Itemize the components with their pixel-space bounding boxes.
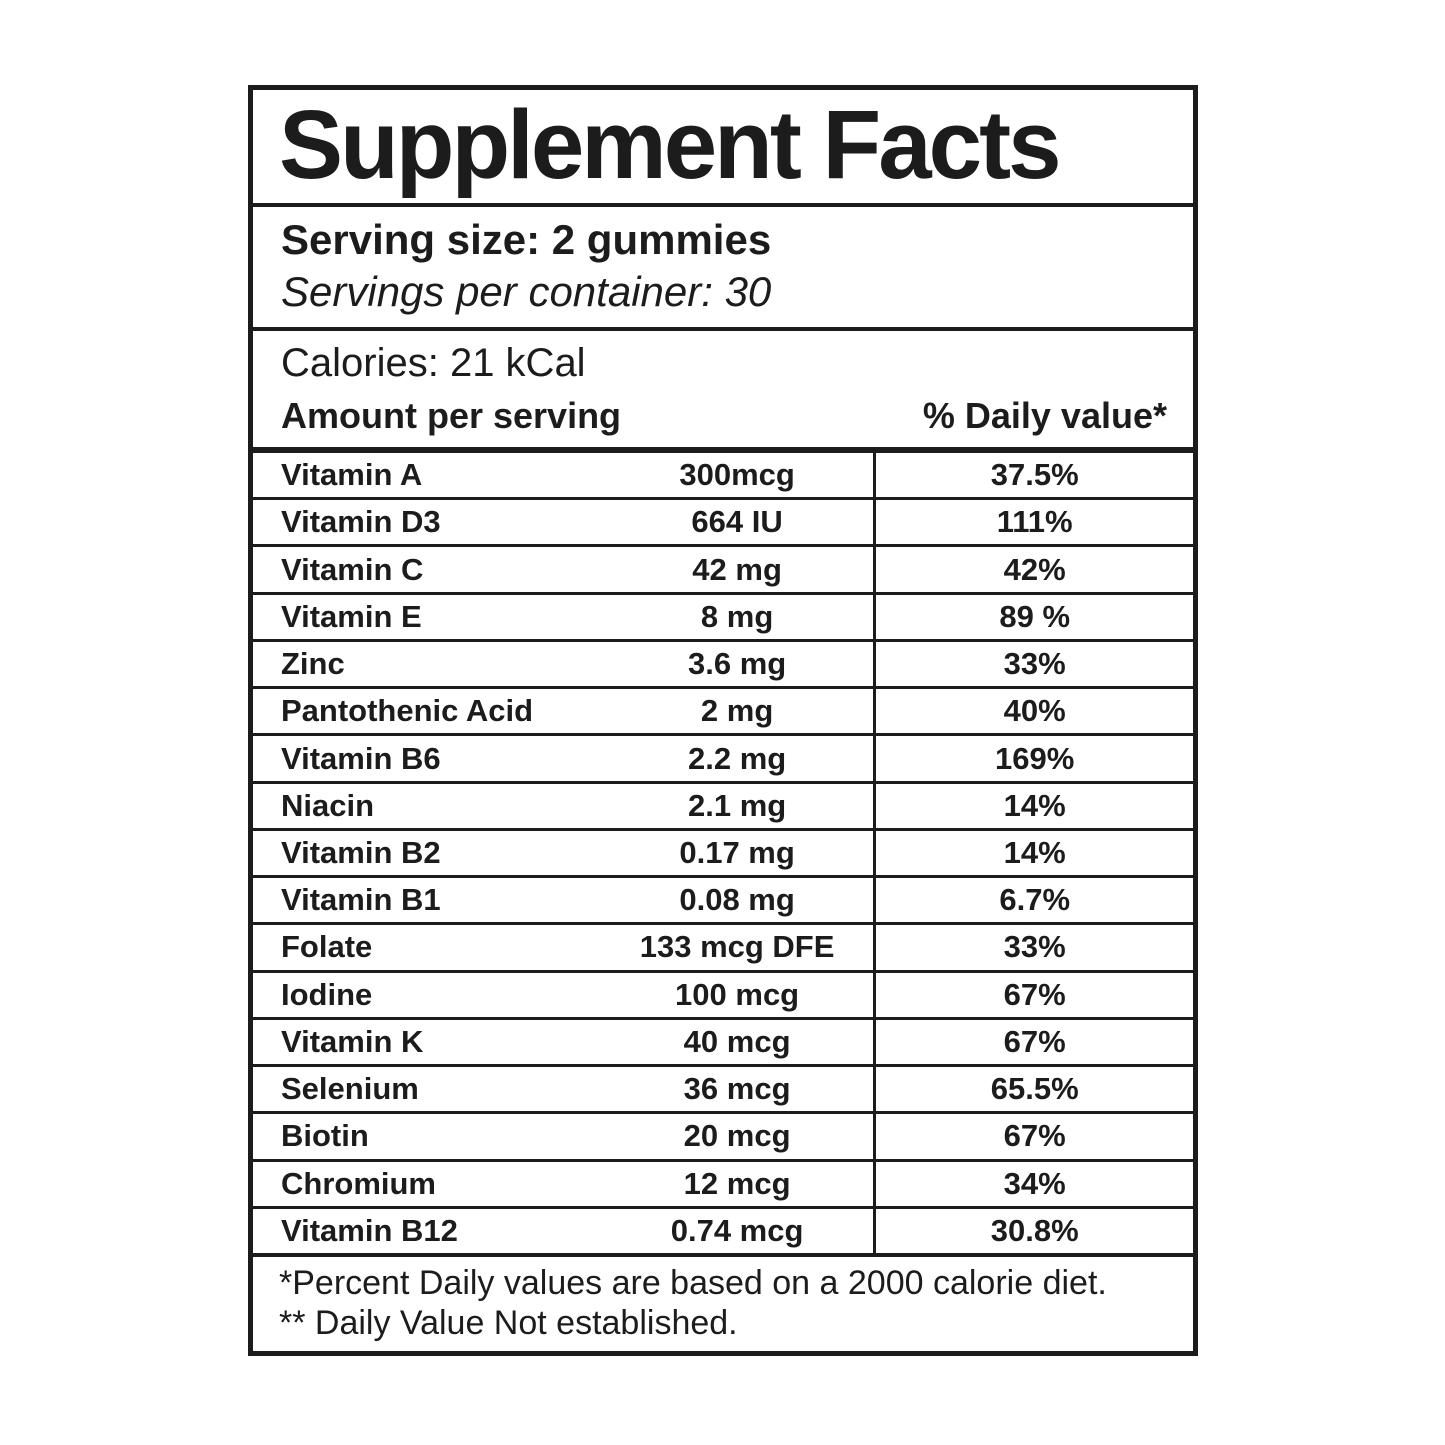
table-row: Selenium 36 mcg 65.5% <box>253 1064 1193 1112</box>
table-row: Vitamin B12 0.74 mcg 30.8% <box>253 1205 1193 1253</box>
nutrient-name: Vitamin K <box>281 1023 424 1059</box>
nutrient-daily-value: 14% <box>873 830 1193 876</box>
nutrient-amount: 2 mg <box>700 693 774 729</box>
table-row: Vitamin B6 2.2 mg 169% <box>253 733 1193 781</box>
nutrient-name: Biotin <box>281 1118 369 1154</box>
nutrient-amount: 36 mcg <box>683 1071 791 1107</box>
table-row: Iodine 100 mcg 67% <box>253 969 1193 1017</box>
serving-section: Serving size: 2 gummies Servings per con… <box>253 207 1193 331</box>
nutrient-daily-value: 42% <box>873 547 1193 592</box>
nutrient-name: Selenium <box>281 1071 419 1107</box>
daily-value-column-header: % Daily value* <box>922 395 1167 436</box>
table-row: Vitamin K 40 mcg 67% <box>253 1016 1193 1065</box>
title-section: Supplement Facts <box>253 90 1193 207</box>
nutrient-daily-value: 33% <box>873 925 1193 970</box>
nutrient-name: Chromium <box>281 1165 436 1201</box>
nutrient-name: Zinc <box>281 646 345 682</box>
nutrient-daily-value: 67% <box>873 1019 1193 1065</box>
nutrient-daily-value: 89 % <box>873 594 1193 639</box>
nutrient-daily-value: 65.5% <box>873 1067 1193 1112</box>
nutrient-amount: 2.1 mg <box>687 787 787 823</box>
nutrient-amount: 3.6 mg <box>687 646 787 682</box>
table-row: Biotin 20 mcg 67% <box>253 1111 1193 1159</box>
panel-title: Supplement Facts <box>279 90 1062 199</box>
nutrient-daily-value: 111% <box>873 500 1193 545</box>
nutrient-amount: 133 mcg DFE <box>639 929 835 965</box>
nutrient-name: Vitamin A <box>281 457 423 493</box>
nutrient-daily-value: 169% <box>873 736 1193 781</box>
footnote-daily-value-basis: *Percent Daily values are based on a 200… <box>279 1264 1107 1302</box>
nutrient-daily-value: 37.5% <box>873 453 1193 498</box>
nutrient-daily-value: 30.8% <box>873 1208 1193 1253</box>
footnotes-section: *Percent Daily values are based on a 200… <box>253 1253 1193 1351</box>
table-row: Zinc 3.6 mg 33% <box>253 638 1193 687</box>
nutrient-daily-value: 34% <box>873 1161 1193 1206</box>
nutrient-name: Vitamin D3 <box>281 504 441 540</box>
table-row: Pantothenic Acid 2 mg 40% <box>253 686 1193 734</box>
nutrient-amount: 0.08 mg <box>679 882 795 918</box>
table-row: Niacin 2.1 mg 14% <box>253 780 1193 828</box>
nutrient-amount: 2.2 mg <box>687 740 787 776</box>
nutrient-name: Folate <box>281 929 373 965</box>
nutrient-name: Vitamin B2 <box>281 834 441 870</box>
amount-column-header: Amount per serving <box>281 395 622 436</box>
calories-section: Calories: 21 kCal Amount per serving % D… <box>253 331 1193 453</box>
table-row: Vitamin B1 0.08 mg 6.7% <box>253 875 1193 923</box>
nutrient-daily-value: 33% <box>873 641 1193 687</box>
nutrient-name: Vitamin B1 <box>281 882 441 918</box>
nutrient-amount: 8 mg <box>700 598 774 634</box>
nutrient-name: Vitamin B6 <box>281 740 441 776</box>
table-row: Chromium 12 mcg 34% <box>253 1158 1193 1206</box>
nutrient-amount: 40 mcg <box>683 1023 791 1059</box>
nutrient-name: Vitamin E <box>281 598 422 634</box>
nutrient-name: Vitamin B12 <box>281 1212 458 1248</box>
supplement-facts-panel: Supplement Facts Serving size: 2 gummies… <box>248 85 1198 1356</box>
table-row: Vitamin A 300mcg 37.5% <box>253 453 1193 498</box>
nutrient-amount: 664 IU <box>691 504 783 540</box>
calories-line: Calories: 21 kCal <box>281 341 586 385</box>
nutrient-name: Vitamin C <box>281 551 424 587</box>
nutrient-daily-value: 6.7% <box>873 878 1193 923</box>
nutrient-daily-value: 67% <box>873 1114 1193 1159</box>
table-row: Vitamin E 8 mg 89 % <box>253 591 1193 639</box>
nutrient-amount: 20 mcg <box>683 1118 791 1154</box>
footnote-not-established: ** Daily Value Not established. <box>279 1304 738 1342</box>
nutrient-daily-value: 14% <box>873 783 1193 828</box>
nutrient-daily-value: 67% <box>873 972 1193 1017</box>
table-row: Vitamin C 42 mg 42% <box>253 544 1193 592</box>
facts-table-body: Vitamin A 300mcg 37.5% Vitamin D3 664 IU 111%… <box>253 453 1193 1253</box>
servings-per-container-line: Servings per container: 30 <box>281 268 772 316</box>
nutrient-name: Pantothenic Acid <box>281 693 534 729</box>
table-row: Folate 133 mcg DFE 33% <box>253 922 1193 970</box>
nutrient-amount: 12 mcg <box>683 1165 791 1201</box>
nutrient-amount: 100 mcg <box>675 976 800 1012</box>
nutrient-amount: 0.17 mg <box>679 834 795 870</box>
nutrient-amount: 42 mg <box>692 551 782 587</box>
table-row: Vitamin B2 0.17 mg 14% <box>253 827 1193 876</box>
nutrient-amount: 0.74 mcg <box>670 1212 804 1248</box>
serving-size-line: Serving size: 2 gummies <box>281 215 772 263</box>
nutrient-name: Niacin <box>281 787 375 823</box>
table-row: Vitamin D3 664 IU 111% <box>253 497 1193 545</box>
nutrient-name: Iodine <box>281 976 373 1012</box>
column-headers: Amount per serving % Daily value* <box>281 395 1167 437</box>
nutrient-daily-value: 40% <box>873 689 1193 734</box>
nutrient-amount: 300mcg <box>679 457 795 493</box>
